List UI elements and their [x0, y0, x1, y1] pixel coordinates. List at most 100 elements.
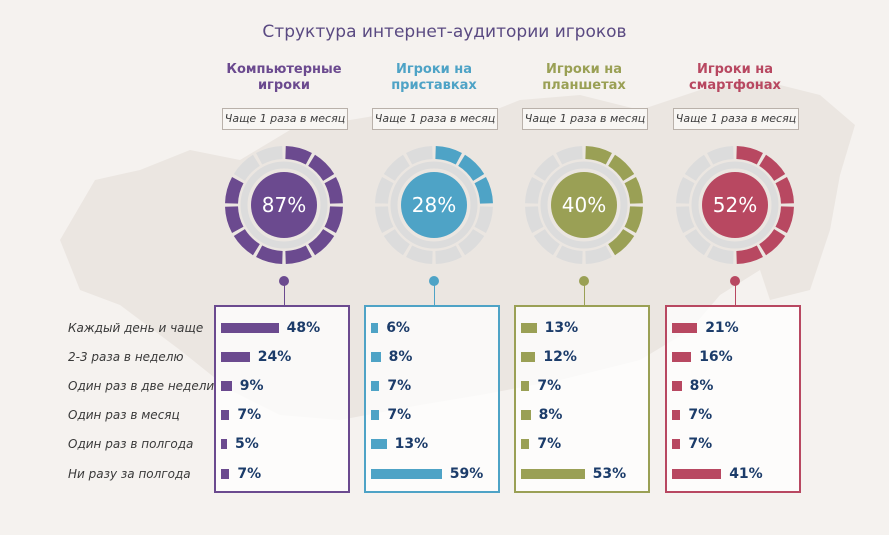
donut-segment — [736, 146, 763, 165]
frequency-row-label: Ни разу за полгода — [68, 467, 191, 481]
frequency-bar — [221, 352, 250, 362]
bar-value-label: 7% — [688, 407, 713, 423]
donut-segment — [308, 154, 335, 181]
donut-center — [401, 172, 467, 238]
donut-inner-ring — [691, 161, 779, 249]
donut-segment — [624, 177, 643, 204]
frequency-bar — [371, 352, 381, 362]
frequency-bar — [521, 381, 530, 391]
donut-segment — [775, 206, 794, 233]
frequency-panel — [665, 305, 801, 493]
donut-center — [702, 172, 768, 238]
frequency-bar — [371, 323, 379, 333]
bar-value-label: 8% — [388, 349, 413, 365]
bar-value-label: 8% — [689, 378, 714, 394]
frequency-bar — [371, 381, 380, 391]
donut-segment — [556, 146, 583, 165]
donut-segment — [775, 177, 794, 204]
donut-segment — [383, 229, 410, 256]
frequency-bar — [521, 352, 536, 362]
group-name: Игроки на планшетах — [542, 62, 626, 93]
connector-line — [735, 284, 736, 306]
donut-segment — [533, 229, 560, 256]
group-name: Игроки на приставках — [391, 62, 477, 93]
bar-value-label: 16% — [699, 349, 733, 365]
donut-segment — [608, 154, 635, 181]
frequency-row-label: Каждый день и чаще — [68, 321, 204, 335]
bar-value-label: 53% — [592, 466, 627, 482]
donut-inner-ring — [390, 161, 478, 249]
connector-dot — [429, 276, 439, 286]
donut-chart — [525, 146, 643, 264]
bar-value-label: 7% — [688, 436, 713, 452]
donut-segment — [676, 177, 695, 204]
frequency-bar — [521, 469, 585, 479]
frequency-bar — [672, 439, 681, 449]
donut-percent-label: 87% — [261, 193, 307, 217]
donut-segment — [406, 245, 433, 264]
donut-segment — [406, 146, 433, 165]
bar-value-label: 9% — [239, 378, 264, 394]
frequency-bar — [221, 410, 230, 420]
donut-segment — [233, 154, 260, 181]
frequency-bar — [521, 410, 531, 420]
frequency-panel — [214, 305, 350, 493]
donut-segment — [375, 177, 394, 204]
frequency-row-label: Один раз в месяц — [68, 408, 180, 422]
frequency-bar — [371, 410, 380, 420]
bar-value-label: 41% — [729, 466, 763, 482]
bar-value-label: 48% — [286, 320, 321, 336]
bar-value-label: 7% — [537, 436, 562, 452]
donut-chart — [375, 146, 493, 264]
donut-chart — [225, 146, 343, 264]
bar-value-label: 12% — [543, 349, 577, 365]
donut-segment — [759, 229, 786, 256]
donut-segment — [285, 245, 312, 264]
donut-center — [251, 172, 317, 238]
donut-percent-label: 40% — [561, 193, 607, 217]
connector-line — [284, 284, 285, 306]
group-name: Игроки на смартфонах — [689, 62, 781, 93]
donut-segment — [256, 245, 283, 264]
bar-value-label: 7% — [387, 378, 412, 394]
bar-value-label: 24% — [257, 349, 292, 365]
bar-value-label: 7% — [387, 407, 412, 423]
frequency-bar — [672, 323, 698, 333]
group-name: Компьютерные игроки — [226, 62, 342, 93]
donut-percent-label: 52% — [712, 193, 758, 217]
bar-value-label: 6% — [386, 320, 410, 336]
frequency-caption: Чаще 1 раза в месяц — [222, 108, 348, 130]
bar-value-label: 59% — [449, 466, 484, 482]
donut-segment — [225, 177, 244, 204]
donut-segment — [308, 229, 335, 256]
connector-dot — [579, 276, 589, 286]
bar-value-label: 21% — [705, 320, 739, 336]
frequency-row-label: 2-3 раза в неделю — [68, 350, 184, 364]
infographic-title: Структура интернет-аудитории игроков — [262, 22, 627, 42]
frequency-row-label: Один раз в две недели — [68, 379, 215, 393]
frequency-caption: Чаще 1 раза в месяц — [673, 108, 799, 130]
donut-segment — [676, 206, 695, 233]
donut-segment — [585, 245, 612, 264]
frequency-row-label: Один раз в полгода — [68, 437, 194, 451]
frequency-bar — [221, 381, 232, 391]
connector-dot — [730, 276, 740, 286]
frequency-caption: Чаще 1 раза в месяц — [522, 108, 648, 130]
frequency-bar — [672, 352, 692, 362]
frequency-bar — [221, 439, 227, 449]
frequency-panel — [364, 305, 500, 493]
frequency-bar — [672, 469, 722, 479]
donut-segment — [608, 229, 635, 256]
donut-percent-label: 28% — [411, 193, 457, 217]
donut-segment — [324, 177, 343, 204]
donut-segment — [525, 206, 544, 233]
donut-segment — [556, 245, 583, 264]
frequency-bar — [371, 439, 387, 449]
frequency-panel — [514, 305, 650, 493]
donut-segment — [759, 154, 786, 181]
donut-inner-ring — [240, 161, 328, 249]
donut-segment — [707, 146, 734, 165]
donut-segment — [474, 177, 493, 204]
donut-segment — [375, 206, 394, 233]
